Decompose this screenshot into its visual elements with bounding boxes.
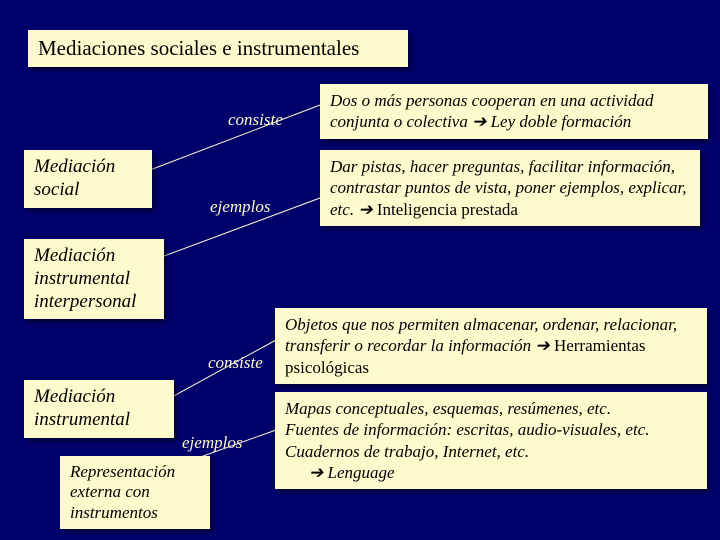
desc-dar-pistas-tail: Inteligencia prestada	[377, 200, 518, 219]
desc-mapas-l1: Mapas conceptuales, esquemas, resúmenes,…	[285, 398, 697, 419]
connector-consiste-2: consiste	[208, 353, 263, 373]
desc-mapas: Mapas conceptuales, esquemas, resúmenes,…	[275, 392, 707, 489]
connector-ejemplos-2: ejemplos	[182, 433, 242, 453]
concept-representacion-externa: Representación externa con instrumentos	[60, 456, 210, 529]
concept-mediacion-social: Mediación social	[24, 150, 152, 208]
connector-consiste-1: consiste	[228, 110, 283, 130]
desc-mapas-l3: Cuadernos de trabajo, Internet, etc.	[285, 441, 697, 462]
connector-ejemplos-1: ejemplos	[210, 197, 270, 217]
desc-mapas-l4: ➔ Lenguage	[285, 462, 697, 483]
desc-mapas-l2: Fuentes de información: escritas, audio-…	[285, 419, 697, 440]
concept-mediacion-instrumental-interpersonal: Mediación instrumental interpersonal	[24, 239, 164, 319]
desc-objetos: Objetos que nos permiten almacenar, orde…	[275, 308, 707, 384]
desc-dos-o-mas: Dos o más personas cooperan en una activ…	[320, 84, 708, 139]
concept-mediacion-instrumental: Mediación instrumental	[24, 380, 174, 438]
page-title: Mediaciones sociales e instrumentales	[28, 30, 408, 67]
desc-dar-pistas: Dar pistas, hacer preguntas, facilitar i…	[320, 150, 700, 226]
